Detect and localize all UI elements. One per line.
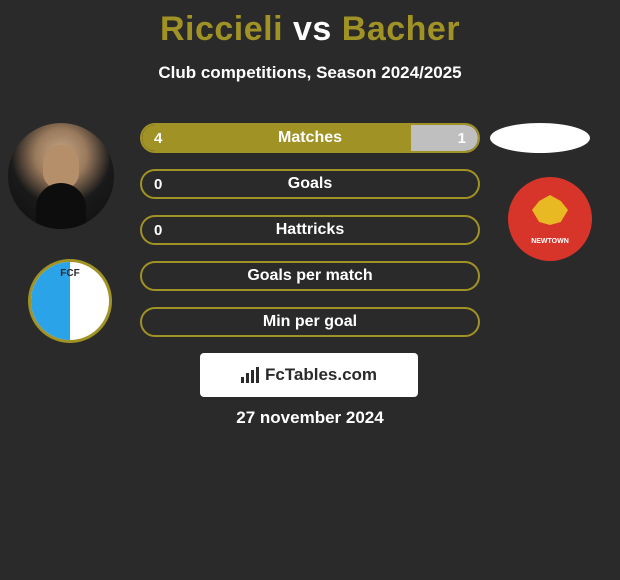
branding-text: FcTables.com [265,365,377,385]
stat-fill-right [411,125,478,151]
stat-label: Matches [278,129,342,147]
stat-fill-left [142,125,411,151]
stat-label: Goals per match [247,267,372,285]
player2-name: Bacher [342,10,460,48]
player1-name: Riccieli [160,10,283,48]
player2-club-badge [508,177,592,261]
comparison-title: Riccieli vs Bacher [0,0,620,49]
player1-club-badge [28,259,112,343]
stat-row: Min per goal [140,307,480,337]
club-crest-icon [520,187,580,251]
stat-row: Goals per match [140,261,480,291]
stats-panel: 4 Matches 1 0 Goals 0 Hattricks Goals per match… [140,123,480,353]
vs-label: vs [293,10,332,48]
stat-value-left: 0 [154,222,162,239]
stat-value-right: 1 [458,130,466,147]
player2-avatar [490,123,590,153]
subtitle: Club competitions, Season 2024/2025 [0,63,620,83]
comparison-date: 27 november 2024 [0,408,620,428]
chart-icon [241,367,261,383]
player1-avatar [8,123,114,229]
stat-label: Hattricks [276,221,344,239]
stat-row: 4 Matches 1 [140,123,480,153]
stat-label: Min per goal [263,313,357,331]
branding-badge[interactable]: FcTables.com [200,353,418,397]
stat-row: 0 Hattricks [140,215,480,245]
stat-row: 0 Goals [140,169,480,199]
stat-label: Goals [288,175,332,193]
stat-value-left: 4 [154,130,162,147]
stat-value-left: 0 [154,176,162,193]
